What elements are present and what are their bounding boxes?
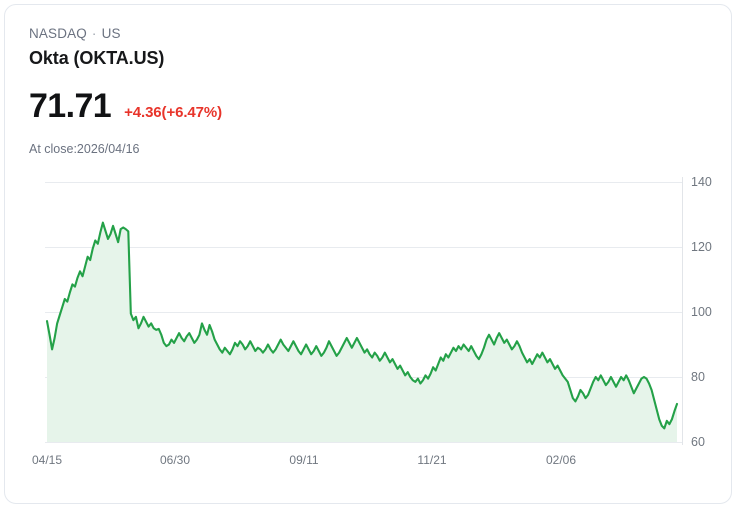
y-tick-60: 60 <box>691 435 705 449</box>
price-line <box>45 221 679 430</box>
y-tick-80: 80 <box>691 370 705 384</box>
exchange-region-line: NASDAQ · US <box>29 25 707 43</box>
exchange-label: NASDAQ <box>29 26 87 41</box>
page-title: Okta (OKTA.US) <box>29 48 165 68</box>
y-tick-140: 140 <box>691 175 712 189</box>
y-tick-120: 120 <box>691 240 712 254</box>
x-tick-11-21: 11/21 <box>417 453 447 467</box>
y-tick-100: 100 <box>691 305 712 319</box>
price-row: 71.71 +4.36(+6.47%) <box>29 87 222 125</box>
quote-header: NASDAQ · US Okta (OKTA.US) <box>29 25 707 71</box>
separator-dot: · <box>91 26 97 41</box>
price-change: +4.36(+6.47%) <box>124 104 223 121</box>
stock-quote-card: NASDAQ · US Okta (OKTA.US) 71.71 +4.36(+6.… <box>4 4 732 504</box>
market-status-note: At close:2026/04/16 <box>29 142 140 156</box>
price-area-fill <box>47 222 677 442</box>
x-tick-04-15: 04/15 <box>31 453 63 467</box>
region-label: US <box>101 26 121 41</box>
x-tick-02-06: 02/06 <box>545 453 577 467</box>
price-chart[interactable]: 140 120 100 80 60 04/15 06/30 09/11 11/21 02/06 <box>5 165 731 503</box>
last-price: 71.71 <box>29 87 112 125</box>
y-axis-labels: 140 120 100 80 60 <box>687 165 731 455</box>
x-tick-09-11: 09/11 <box>289 453 319 467</box>
x-axis-labels: 04/15 06/30 09/11 11/21 02/06 <box>5 453 731 473</box>
x-tick-06-30: 06/30 <box>159 453 191 467</box>
price-chart-svg <box>45 177 683 445</box>
